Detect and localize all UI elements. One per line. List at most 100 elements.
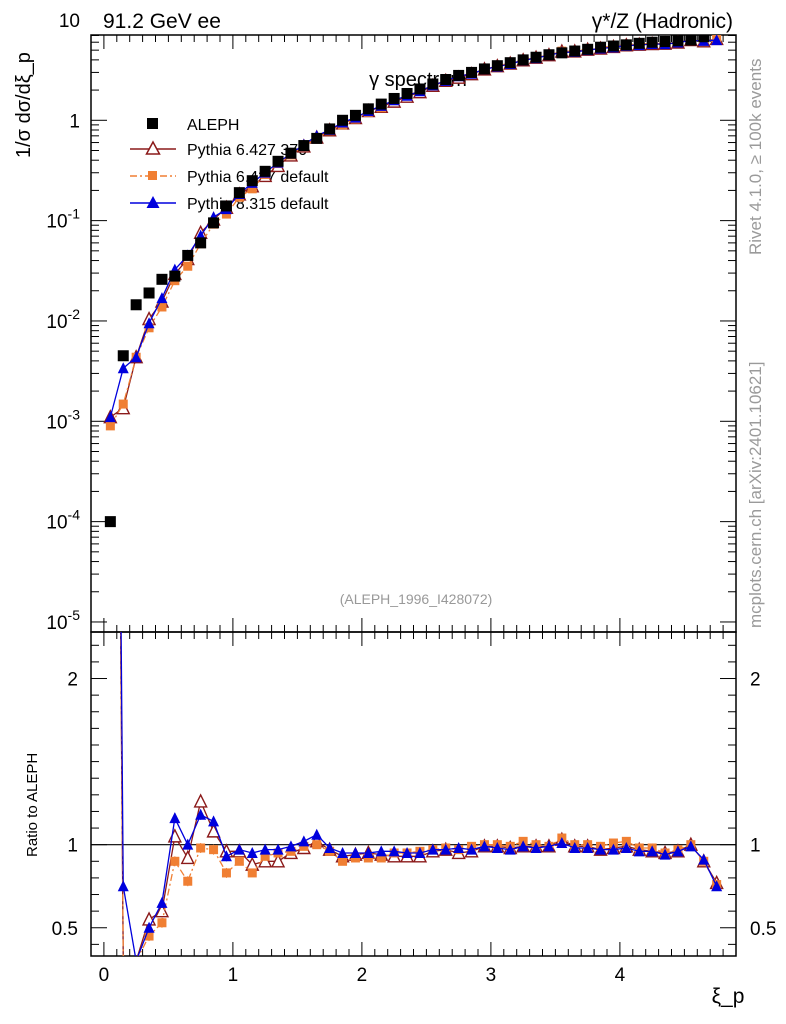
- aleph-data-point: [220, 200, 232, 212]
- main-series-1-point: [247, 184, 257, 194]
- aleph-data-point: [504, 57, 516, 69]
- ratio-series-2-point: [582, 842, 594, 853]
- ratio-plot-frame: [90, 631, 737, 957]
- ratio-series-2-point: [401, 846, 413, 858]
- aleph-data-point: [143, 287, 155, 299]
- ratio-series-2-point: [646, 845, 658, 857]
- aleph-data-point: [182, 249, 194, 261]
- ratio-series-2-point: [298, 835, 310, 847]
- aleph-data-point: [388, 92, 400, 104]
- ratio-series-2-point: [543, 840, 555, 852]
- aleph-data-point: [569, 45, 581, 57]
- x-axis-label: ξ_p: [712, 985, 745, 1008]
- ratio-series-1-point: [608, 838, 618, 848]
- aleph-data-point: [440, 73, 452, 85]
- ratio-series-0-point: [206, 823, 221, 838]
- aleph-data-point: [414, 83, 426, 95]
- ratio-series-2-point: [504, 843, 516, 855]
- ratio-series-2-point: [233, 843, 245, 855]
- main-series-1-point: [183, 261, 193, 271]
- ratio-series-1-point: [621, 836, 631, 846]
- main-y-axis-label: 1/σ dσ/dξ_p: [13, 52, 35, 158]
- aleph-data-point: [595, 41, 607, 53]
- ratio-y-tick-label: 1: [67, 836, 78, 857]
- main-series-2-point: [104, 411, 116, 423]
- ratio-series-2-point: [208, 815, 220, 827]
- ratio-series-1-point: [183, 876, 193, 886]
- ratio-series-2-point: [569, 842, 581, 853]
- x-tick-label: 3: [486, 965, 497, 986]
- ratio-y-tick-label: 2: [67, 670, 78, 691]
- aleph-data-point: [285, 147, 297, 159]
- main-y-tick-label: 10-3: [46, 406, 80, 433]
- aleph-data-point: [672, 35, 684, 47]
- legend: ALEPH Pythia 6.427 370 Pythia 6.427 defa…: [130, 117, 329, 213]
- x-tick-label: 0: [99, 965, 110, 986]
- aleph-data-point: [104, 516, 116, 528]
- collision-energy-label: 91.2 GeV ee: [103, 10, 221, 33]
- ratio-series-1-point: [209, 845, 219, 855]
- aleph-data-point: [659, 35, 671, 47]
- aleph-data-point: [556, 47, 568, 59]
- ratio-series-2-point: [440, 843, 452, 855]
- aleph-data-point: [698, 35, 710, 43]
- aleph-data-point: [375, 98, 387, 110]
- main-series-2-point: [130, 351, 142, 363]
- x-tick-label: 4: [615, 965, 626, 986]
- ratio-series-2-point: [143, 921, 155, 933]
- main-y-tick-label: 10-4: [46, 507, 80, 534]
- ratio-series-2-point: [453, 842, 465, 853]
- ratio-series-2-point: [556, 837, 568, 849]
- main-series-1-point: [118, 399, 128, 409]
- aleph-data-point: [530, 51, 542, 63]
- aleph-data-point: [156, 273, 168, 285]
- ratio-series-2-point: [324, 842, 336, 853]
- aleph-data-point: [117, 350, 129, 362]
- x-tick-label: 2: [357, 965, 368, 986]
- ratio-series-1-point: [170, 856, 180, 866]
- main-series-2-point: [143, 317, 155, 329]
- ratio-series-1-point: [157, 918, 167, 928]
- legend-aleph-label: ALEPH: [187, 117, 239, 134]
- ratio-series-2-point: [246, 846, 258, 858]
- aleph-data-point: [272, 155, 284, 167]
- ratio-series-2-point: [427, 843, 439, 855]
- aleph-data-point: [195, 237, 207, 249]
- main-series-2-point: [156, 292, 168, 304]
- main-series-1-point: [157, 302, 167, 312]
- ratio-y-tick-label-right: 2: [750, 670, 761, 691]
- ratio-y-axis-label: Ratio to ALEPH: [24, 753, 41, 857]
- legend-p6-default-label: Pythia 6.427 default: [187, 169, 329, 186]
- ratio-series-1-point: [221, 868, 231, 878]
- main-series-2-point: [117, 362, 129, 374]
- main-y-tick-label: 10-5: [46, 607, 80, 634]
- aleph-data-point: [607, 40, 619, 52]
- ratio-series-2-point: [414, 846, 426, 858]
- aleph-data-point: [337, 114, 349, 126]
- main-data-group: [103, 35, 724, 528]
- ratio-series-2-point: [659, 848, 671, 860]
- aleph-data-point: [427, 78, 439, 90]
- main-y-tick-label: 1: [69, 111, 80, 132]
- aleph-data-point: [246, 175, 258, 187]
- main-y-tick-label: 10: [59, 11, 80, 32]
- legend-p6-default-marker: [148, 171, 157, 180]
- aleph-data-point: [298, 140, 310, 152]
- ratio-series-2-point: [362, 846, 374, 858]
- ratio-series-2-point: [388, 845, 400, 857]
- mcplots-label: mcplots.cern.ch [arXiv:2401.10621]: [746, 362, 765, 628]
- main-y-tick-label: 10-1: [46, 206, 80, 233]
- ratio-series-2-point: [220, 850, 232, 862]
- ratio-series-0-point: [270, 853, 286, 868]
- ratio-series-2-point: [156, 896, 168, 908]
- main-series-2-point: [711, 35, 723, 46]
- legend-p6-370-label: Pythia 6.427 370: [187, 142, 307, 159]
- aleph-data-point: [130, 299, 142, 311]
- aleph-data-point: [478, 63, 490, 75]
- ratio-series-2-point: [620, 842, 632, 853]
- ratio-series-2-point: [672, 845, 684, 857]
- aleph-data-point: [169, 270, 181, 282]
- ratio-series-2-point: [607, 843, 619, 855]
- legend-p8-default-label: Pythia 8.315 default: [187, 196, 329, 213]
- aleph-data-point: [233, 187, 245, 199]
